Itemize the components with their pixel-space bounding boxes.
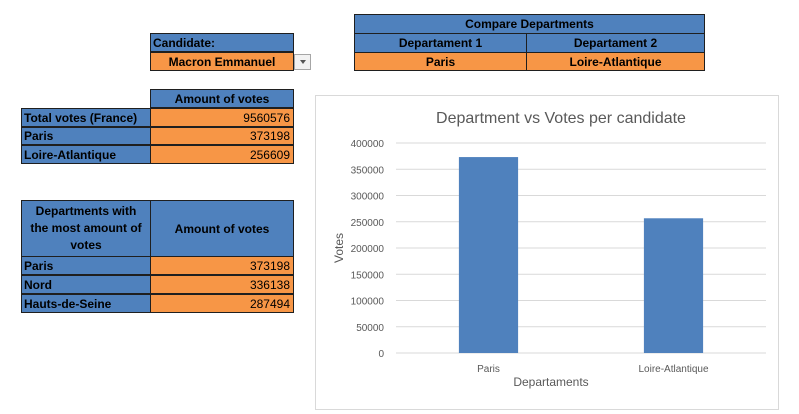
compare-value-1[interactable]: Paris	[354, 52, 527, 71]
votes-row-label: Loire-Atlantique	[21, 145, 151, 164]
top-row-value[interactable]: 287494	[150, 294, 294, 313]
chart-title: Department vs Votes per candidate	[436, 110, 686, 127]
compare-header-2: Departament 2	[526, 33, 705, 53]
votes-row-value[interactable]: 256609	[150, 145, 294, 164]
votes-row-label: Total votes (France)	[21, 108, 151, 127]
y-tick-label: 250000	[351, 218, 385, 229]
compare-title: Compare Departments	[354, 14, 705, 34]
bar	[458, 157, 519, 353]
bar	[643, 218, 704, 353]
candidate-dropdown-button[interactable]	[294, 54, 311, 70]
votes-row-value[interactable]: 373198	[150, 127, 294, 145]
top-row-label: Paris	[21, 256, 151, 275]
y-tick-label: 200000	[351, 244, 385, 255]
top-row-label: Hauts-de-Seine	[21, 294, 151, 313]
compare-value-2[interactable]: Loire-Atlantique	[526, 52, 705, 71]
x-tick-label: Paris	[477, 364, 500, 375]
candidate-value-cell[interactable]: Macron Emmanuel	[150, 52, 294, 71]
y-tick-label: 150000	[351, 270, 385, 281]
top-row-label: Nord	[21, 275, 151, 294]
chevron-down-icon	[299, 60, 306, 64]
y-tick-label: 300000	[351, 192, 385, 203]
chart-container[interactable]: Department vs Votes per candidate 0 50000 1…	[315, 95, 779, 410]
top-row-value[interactable]: 336138	[150, 275, 294, 294]
top-row-value[interactable]: 373198	[150, 256, 294, 275]
votes-row-label: Paris	[21, 127, 151, 145]
bar-chart: Department vs Votes per candidate 0 50000 1…	[332, 110, 766, 389]
candidate-label: Candidate:	[150, 33, 294, 52]
y-axis-label: Votes	[332, 233, 346, 263]
y-tick-label: 50000	[356, 323, 384, 334]
compare-header-1: Departament 1	[354, 33, 527, 53]
y-tick-label: 100000	[351, 297, 385, 308]
y-tick-label: 0	[378, 349, 384, 360]
x-tick-label: Loire-Atlantique	[638, 364, 708, 375]
top-table-header-right: Amount of votes	[150, 200, 294, 257]
votes-row-value[interactable]: 9560576	[150, 108, 294, 127]
y-tick-label: 350000	[351, 165, 385, 176]
votes-table-header: Amount of votes	[150, 89, 294, 108]
top-table-header-left: Departments with the most amount of vote…	[21, 200, 151, 257]
y-tick-label: 400000	[351, 139, 385, 150]
x-axis-label: Departaments	[513, 375, 588, 389]
